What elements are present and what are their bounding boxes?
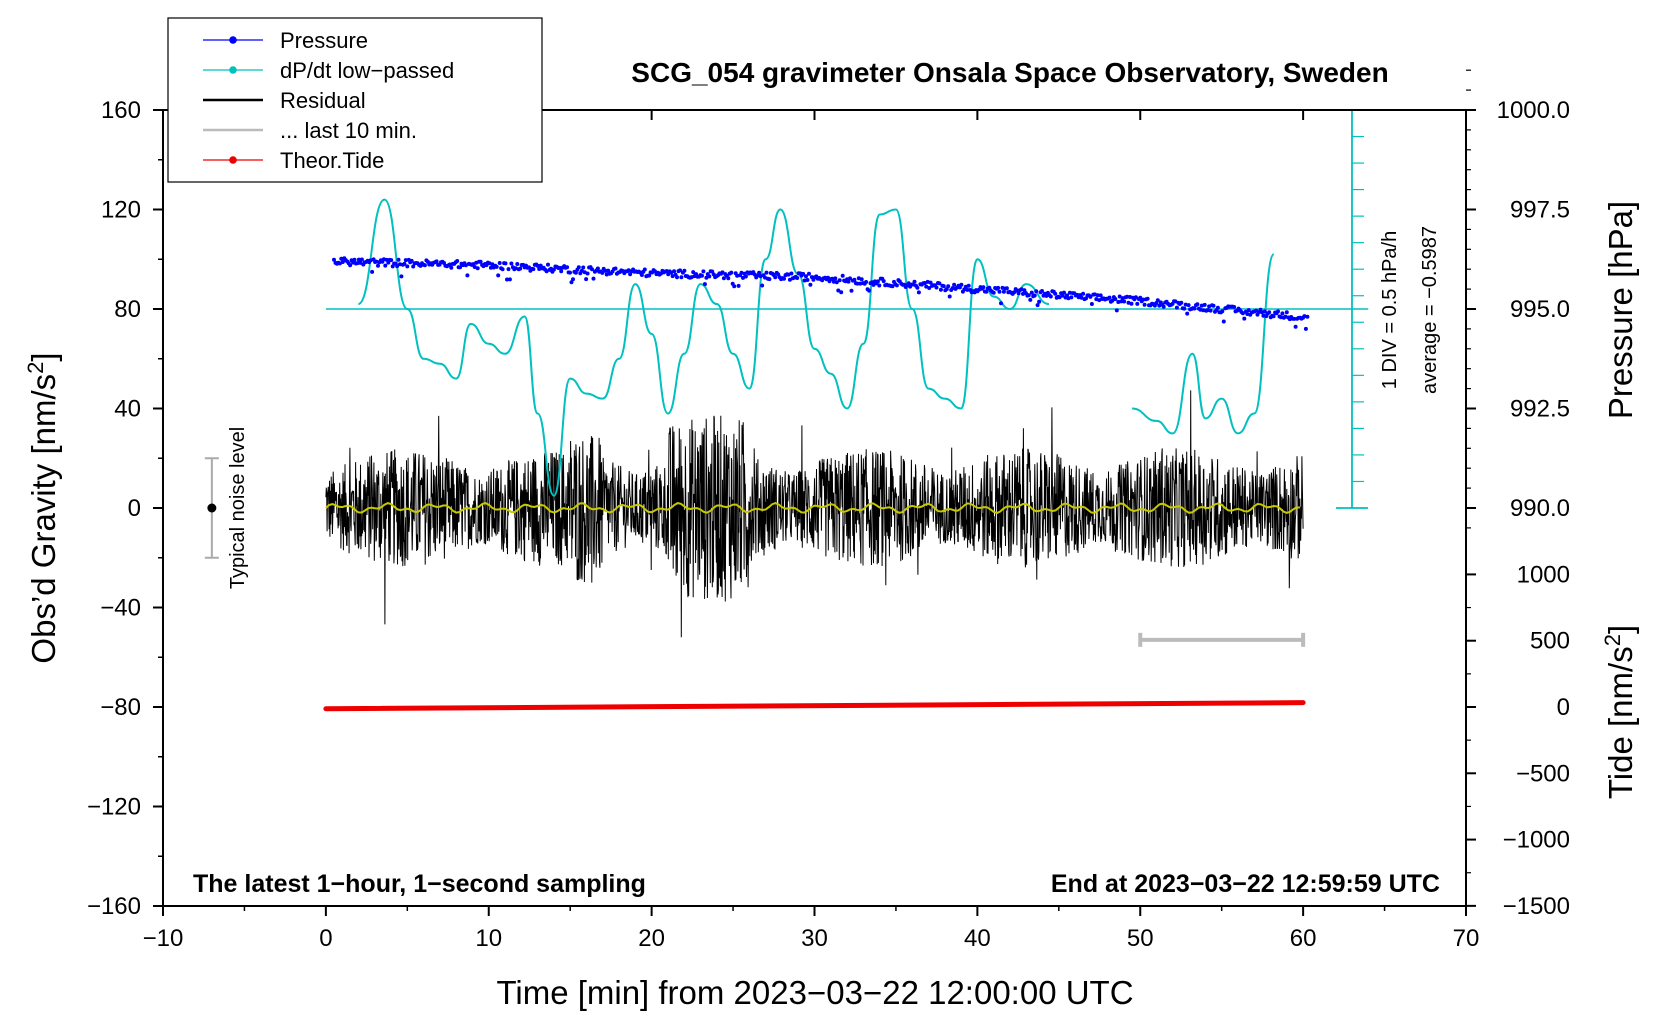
pressure-tick-label: 990.0 [1510, 495, 1570, 522]
x-tick-label: 40 [964, 925, 991, 952]
y-axis-title-tide-close: ] [1602, 625, 1639, 634]
legend-label: Theor.Tide [280, 148, 384, 173]
pressure-tick-label: 1000.0 [1497, 97, 1570, 124]
y-axis-title-tide-main: Tide [nm/s [1602, 646, 1639, 799]
x-axis-title: Time [min] from 2023−03−22 12:00:00 UTC [496, 974, 1133, 1011]
tide-tick-label: −1500 [1503, 893, 1570, 920]
tide-tick-label: −1000 [1503, 827, 1570, 854]
y-tick-label: 80 [114, 296, 141, 323]
x-tick-label: 0 [319, 925, 332, 952]
x-tick-label: 50 [1127, 925, 1154, 952]
y-tick-label: −120 [87, 794, 141, 821]
residual-line [325, 390, 1304, 638]
y-tick-label: −80 [100, 694, 141, 721]
dpdt-line [357, 198, 1050, 497]
tide-tick-label: 500 [1530, 628, 1570, 655]
y-axis-tide: −1500 −1000 −500 0 500 1000 [1466, 561, 1570, 920]
x-tick-label: 10 [475, 925, 502, 952]
noise-label: Typical noise level [227, 427, 249, 589]
x-tick-label: 20 [638, 925, 665, 952]
tide-tick-label: −500 [1516, 760, 1570, 787]
x-tick-label: 30 [801, 925, 828, 952]
x-tick-label: −10 [143, 925, 184, 952]
y-tick-label: 120 [101, 197, 141, 224]
average-label: average = −0.5987 [1419, 226, 1441, 394]
y-tick-label: 160 [101, 97, 141, 124]
y-axis-title-tide: Tide [nm/s2] [1600, 625, 1639, 799]
note-right: End at 2023−03−22 12:59:59 UTC [1051, 870, 1440, 898]
residual-smoothed-line [325, 502, 1300, 515]
y-tick-label: 40 [114, 396, 141, 423]
legend-label: Residual [280, 88, 366, 113]
y-tick-label: −160 [87, 893, 141, 920]
pressure-dots [332, 256, 1310, 331]
x-tick-label: 60 [1290, 925, 1317, 952]
tide-tick-label: 0 [1557, 694, 1570, 721]
y-axis-title-gravity: Obs’d Gravity [nm/s2] [23, 352, 62, 663]
legend-label: dP/dt low−passed [280, 58, 454, 83]
x-tick-label: 70 [1453, 925, 1480, 952]
chart-title: SCG_054 gravimeter Onsala Space Observat… [631, 57, 1388, 88]
x-axis: −10 0 10 20 30 40 50 60 70 [143, 110, 1480, 952]
legend-marker [229, 36, 237, 44]
pressure-series [332, 256, 1310, 331]
annotations [204, 457, 1306, 647]
legend-label: Pressure [280, 28, 368, 53]
noise-bar-center [207, 503, 217, 513]
pressure-tick-label: 997.5 [1510, 197, 1570, 224]
legend-marker [229, 156, 237, 164]
y-tick-label: −40 [100, 595, 141, 622]
residual-series [325, 390, 1304, 638]
y-axis-title-pressure: Pressure [hPa] [1602, 201, 1639, 419]
legend-marker [229, 66, 237, 74]
y-axis-gravity: −160 −120 −80 −40 0 40 80 120 160 [87, 97, 163, 920]
tide-line [323, 700, 1306, 712]
legend: Pressure dP/dt low−passed Residual ... last… [167, 17, 543, 183]
legend-label: ... last 10 min. [280, 118, 417, 143]
dpdt-line-segment2 [1132, 253, 1275, 435]
note-left: The latest 1−hour, 1−second sampling [193, 870, 646, 898]
residual-smoothed-series [325, 502, 1300, 515]
div-scale-label: 1 DIV = 0.5 hPa/h [1379, 231, 1401, 389]
tide-tick-label: 1000 [1517, 561, 1570, 588]
theoretical-tide-series [323, 700, 1306, 712]
y-axis-title-gravity-main: Obs’d Gravity [nm/s [25, 374, 62, 664]
pressure-tick-label: 992.5 [1510, 396, 1570, 423]
y-axis-pressure: 990.0 992.5 995.0 997.5 1000.0 [1466, 69, 1570, 529]
y-tick-label: 0 [128, 495, 141, 522]
y-axis-title-tide-sup: 2 [1600, 634, 1625, 646]
pressure-tick-label: 995.0 [1510, 296, 1570, 323]
y-axis-title-gravity-close: ] [25, 352, 62, 361]
y-axis-title-gravity-sup: 2 [23, 362, 48, 374]
